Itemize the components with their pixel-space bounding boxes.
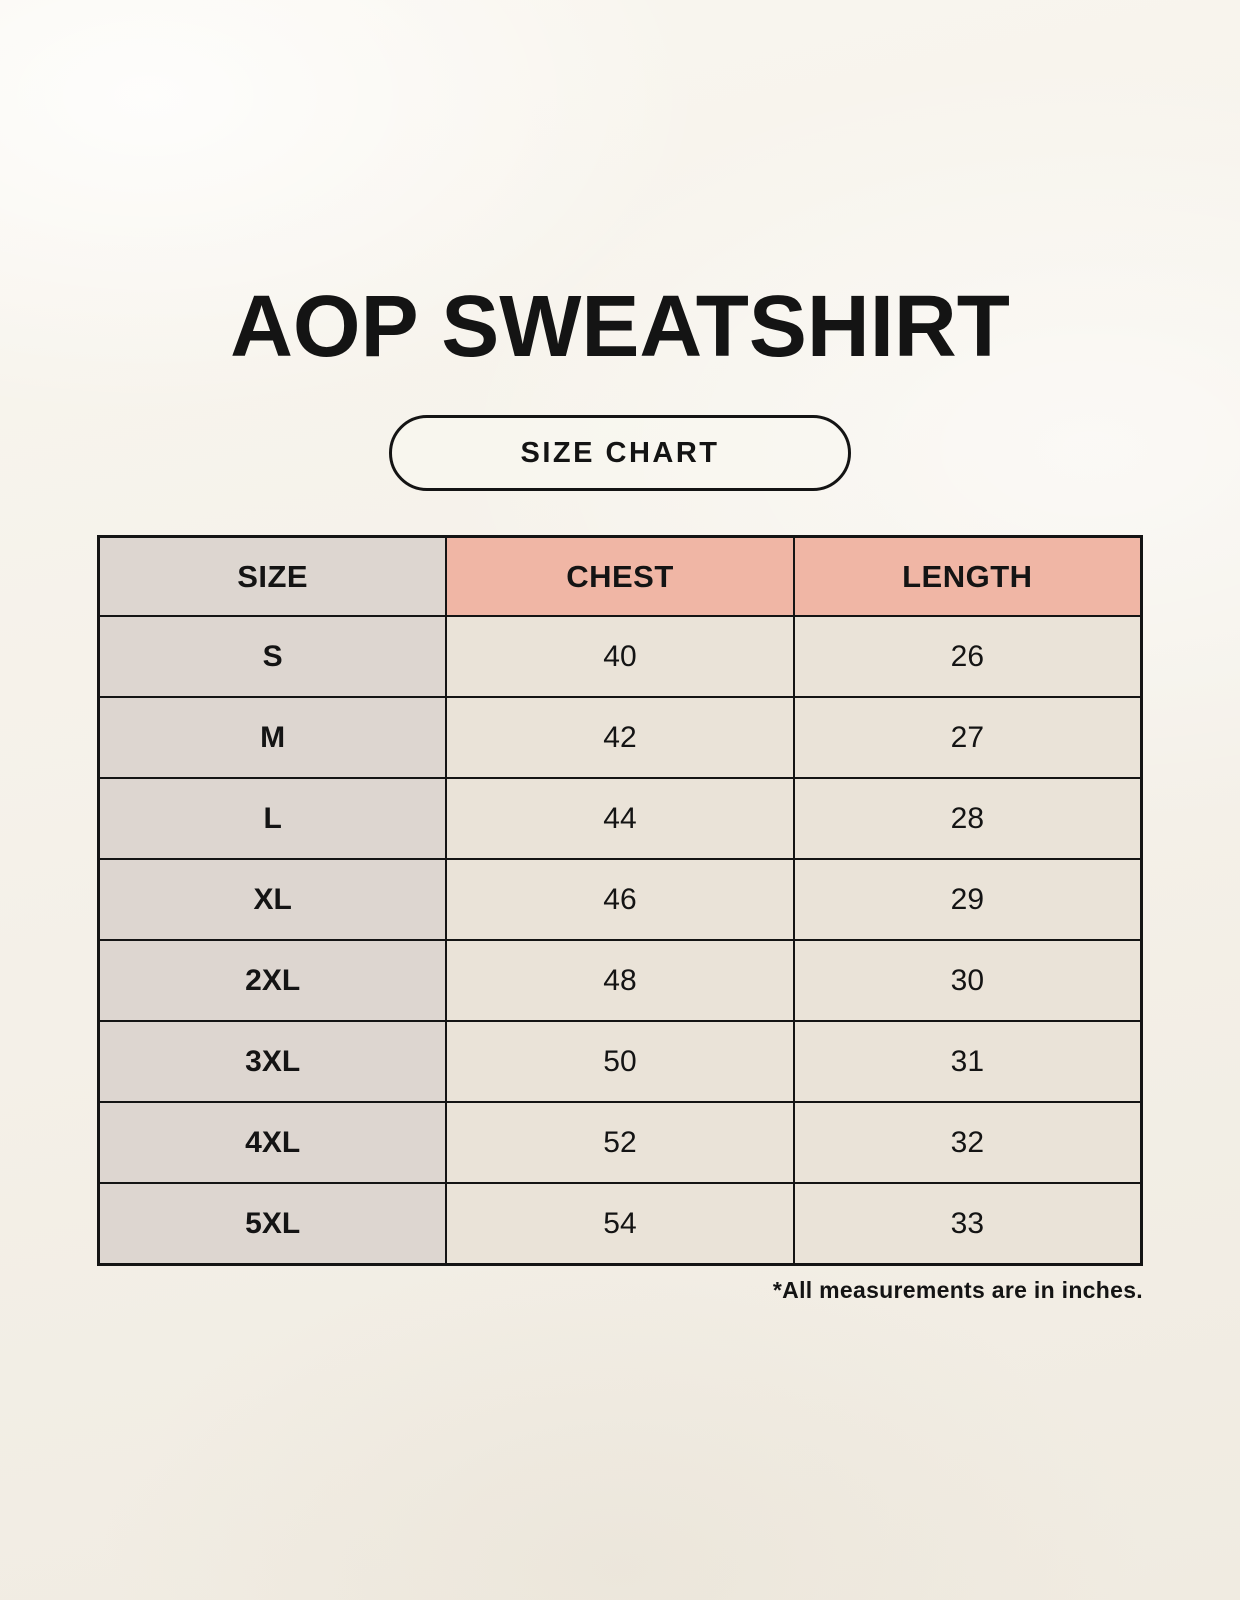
size-label: 5XL bbox=[97, 1182, 448, 1266]
size-chart-badge-label: SIZE CHART bbox=[520, 436, 720, 469]
length-value: 32 bbox=[792, 1101, 1143, 1184]
chest-value: 42 bbox=[445, 696, 795, 779]
header-length: LENGTH bbox=[792, 535, 1143, 617]
length-value: 33 bbox=[792, 1182, 1143, 1266]
chest-value: 48 bbox=[445, 939, 795, 1022]
table-row: 3XL 50 31 bbox=[97, 1020, 1143, 1103]
length-value: 31 bbox=[792, 1020, 1143, 1103]
size-table-body: S 40 26 M 42 27 L 44 28 XL 46 29 2XL 48 bbox=[97, 615, 1143, 1266]
header-chest: CHEST bbox=[445, 535, 795, 617]
size-chart-badge: SIZE CHART bbox=[389, 415, 851, 491]
size-label: S bbox=[97, 615, 448, 698]
header-size: SIZE bbox=[97, 535, 448, 617]
size-label: 2XL bbox=[97, 939, 448, 1022]
table-row: 2XL 48 30 bbox=[97, 939, 1143, 1022]
table-row: XL 46 29 bbox=[97, 858, 1143, 941]
size-label: 3XL bbox=[97, 1020, 448, 1103]
size-table-header: SIZE CHEST LENGTH bbox=[97, 535, 1143, 617]
size-label: XL bbox=[97, 858, 448, 941]
size-label: M bbox=[97, 696, 448, 779]
table-row: M 42 27 bbox=[97, 696, 1143, 779]
size-label: L bbox=[97, 777, 448, 860]
length-value: 30 bbox=[792, 939, 1143, 1022]
chest-value: 46 bbox=[445, 858, 795, 941]
measurements-footnote: *All measurements are in inches. bbox=[772, 1277, 1143, 1303]
size-label: 4XL bbox=[97, 1101, 448, 1184]
length-value: 27 bbox=[792, 696, 1143, 779]
table-row: 5XL 54 33 bbox=[97, 1182, 1143, 1266]
chest-value: 44 bbox=[445, 777, 795, 860]
chest-value: 40 bbox=[445, 615, 795, 698]
chest-value: 54 bbox=[445, 1182, 795, 1266]
header-row: SIZE CHEST LENGTH bbox=[97, 535, 1143, 617]
page-title: AOP SWEATSHIRT bbox=[230, 278, 1010, 375]
length-value: 28 bbox=[792, 777, 1143, 860]
chest-value: 52 bbox=[445, 1101, 795, 1184]
table-row: 4XL 52 32 bbox=[97, 1101, 1143, 1184]
size-table: SIZE CHEST LENGTH S 40 26 M 42 27 L 44 2… bbox=[97, 535, 1143, 1266]
chest-value: 50 bbox=[445, 1020, 795, 1103]
table-row: S 40 26 bbox=[97, 615, 1143, 698]
length-value: 26 bbox=[792, 615, 1143, 698]
table-row: L 44 28 bbox=[97, 777, 1143, 860]
length-value: 29 bbox=[792, 858, 1143, 941]
